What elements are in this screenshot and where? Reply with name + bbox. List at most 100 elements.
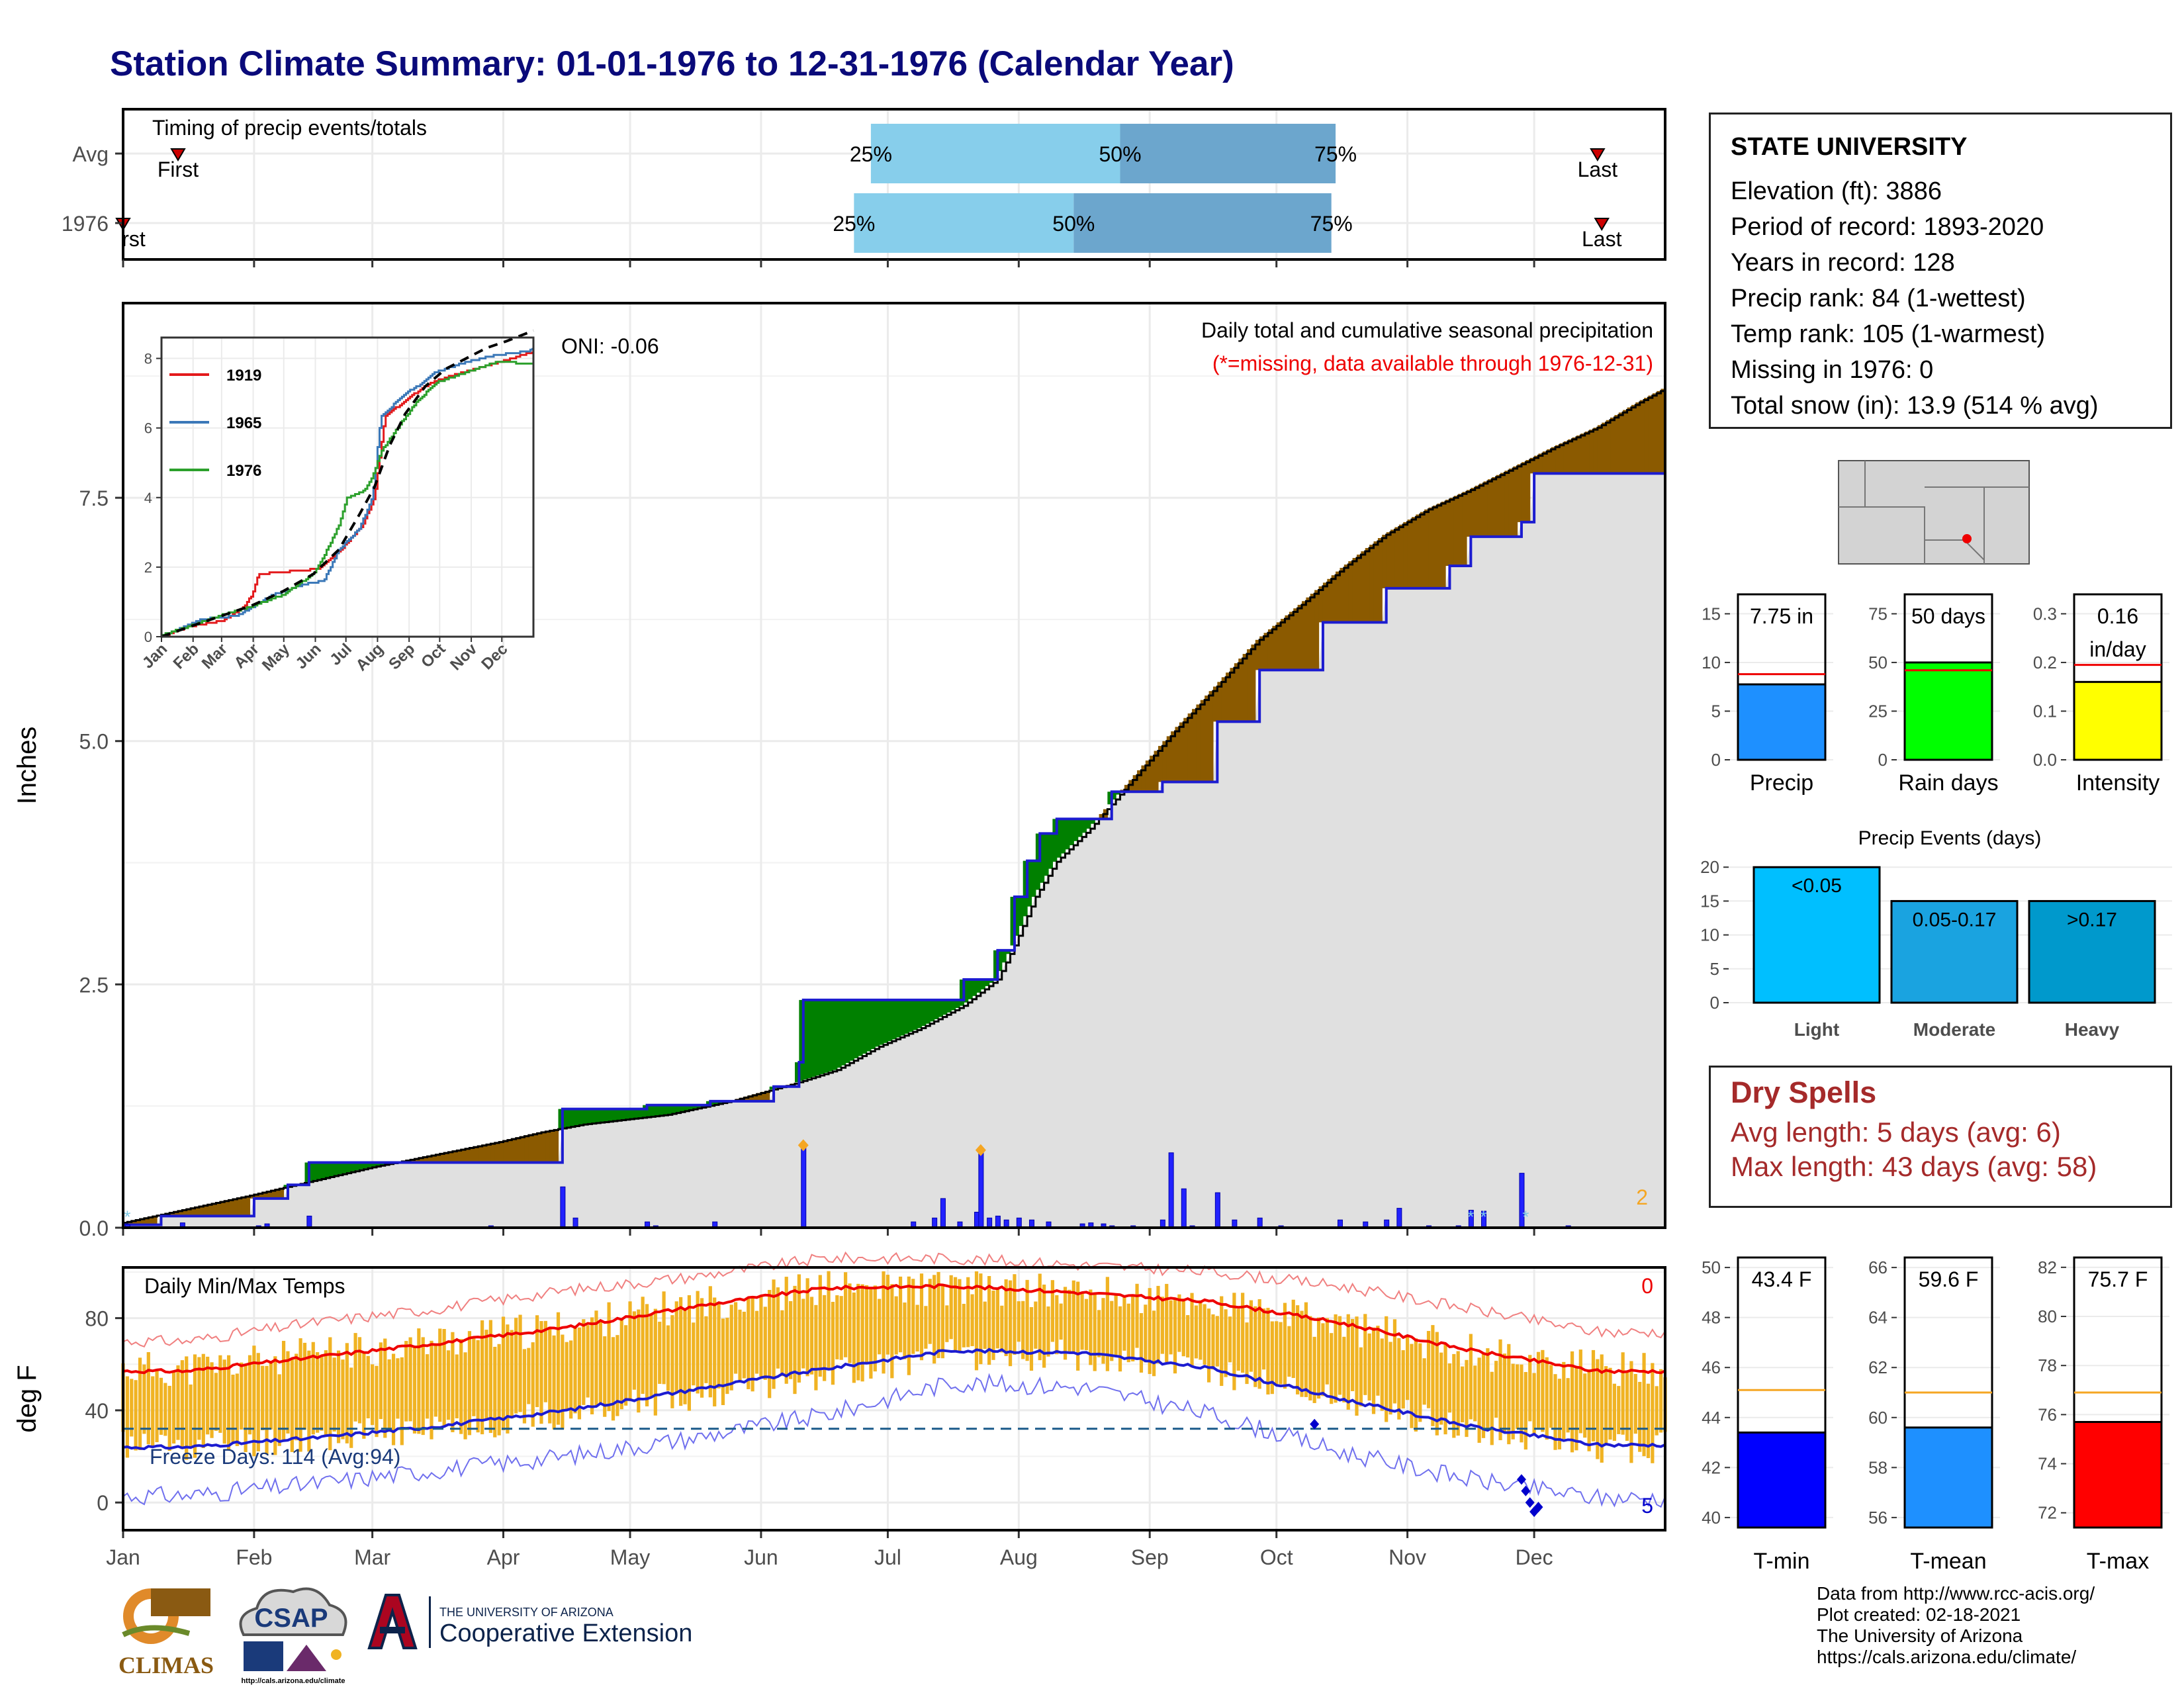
temp-daily-bar xyxy=(1439,1352,1443,1425)
inset-legend-label: 1976 xyxy=(226,462,261,480)
precip-daily-bar xyxy=(1016,1217,1022,1228)
totals-precip-category-label: Precip xyxy=(1750,770,1813,796)
temp-daily-bar xyxy=(1186,1315,1190,1358)
temp-daily-bar xyxy=(582,1319,586,1405)
temp-daily-bar xyxy=(180,1360,184,1449)
precip-anomaly-ribbon xyxy=(1023,860,1028,917)
temp-daily-bar xyxy=(1169,1300,1173,1355)
temp-daily-bar xyxy=(256,1353,260,1451)
temp-daily-bar xyxy=(1139,1313,1144,1373)
temp-daily-bar xyxy=(417,1328,421,1434)
precip-anomaly-ribbon xyxy=(609,1109,614,1121)
temp-daily-bar xyxy=(940,1285,945,1359)
temp-daily-bar xyxy=(1330,1333,1334,1404)
temp-daily-bar xyxy=(754,1310,759,1374)
temp-daily-bar xyxy=(561,1334,565,1430)
precip-anomaly-ribbon xyxy=(1551,447,1556,474)
temp-daily-bar xyxy=(1093,1293,1097,1371)
temp-daily-bar xyxy=(430,1340,433,1440)
temp-daily-bar xyxy=(1401,1350,1405,1409)
precip-anomaly-ribbon xyxy=(1441,501,1446,588)
temp-mean-tmax-ytick-label: 72 xyxy=(2038,1503,2057,1523)
totals-precip-ytick-label: 0 xyxy=(1711,750,1721,770)
temp-daily-bar xyxy=(577,1327,582,1420)
temp-mean-tmax-bar xyxy=(2073,1421,2163,1529)
precip-anomaly-ribbon xyxy=(1424,509,1430,588)
temp-daily-bar xyxy=(1621,1352,1625,1435)
temp-daily-bar xyxy=(894,1296,898,1355)
temp-daily-bar xyxy=(1110,1301,1114,1361)
temp-daily-bar xyxy=(1435,1332,1439,1436)
precip-anomaly-ribbon xyxy=(1179,722,1184,782)
precip-max-marker xyxy=(975,1144,986,1156)
precip-anomaly-ribbon xyxy=(913,999,918,1030)
precip-anomaly-ribbon xyxy=(1293,608,1298,670)
timing-panel-border xyxy=(122,108,1666,261)
temp-daily-bar xyxy=(1257,1299,1261,1389)
precip-anomaly-ribbon xyxy=(588,1109,593,1124)
precip-anomaly-ribbon xyxy=(1073,819,1079,841)
temp-daily-bar xyxy=(987,1276,991,1365)
temp-daily-bar xyxy=(290,1358,294,1452)
precip-anomaly-ribbon xyxy=(887,999,893,1042)
inset-ytick-label: 2 xyxy=(144,559,152,576)
precip-anomaly-ribbon xyxy=(377,1162,381,1166)
temp-daily-bar xyxy=(1469,1334,1473,1420)
temp-daily-bar xyxy=(729,1304,733,1391)
temp-daily-bar xyxy=(222,1359,226,1444)
precip-anomaly-ribbon xyxy=(528,1134,533,1163)
precip-anomaly-ribbon xyxy=(1061,819,1066,854)
temp-xtick-label: Jun xyxy=(744,1545,778,1569)
temp-daily-bar xyxy=(1084,1299,1089,1351)
temp-mean-tmin-bar xyxy=(1737,1431,1827,1529)
temp-daily-bar xyxy=(1406,1337,1410,1400)
precip-anomaly-ribbon xyxy=(1212,686,1218,722)
precip-anomaly-ribbon xyxy=(651,1105,656,1117)
temp-daily-bar xyxy=(1397,1338,1401,1420)
temp-freeze-label: Freeze Days: 114 (Avg:94) xyxy=(150,1445,400,1469)
precip-anomaly-ribbon xyxy=(1610,417,1615,474)
temp-daily-bar xyxy=(125,1376,129,1458)
temp-daily-bar xyxy=(983,1301,987,1349)
totals-intensity-value-label2: in/day xyxy=(2089,637,2146,661)
precip-anomaly-ribbon xyxy=(1187,713,1193,782)
temp-mean-tmin-ytick-label: 42 xyxy=(1702,1457,1721,1477)
temp-daily-bar xyxy=(1270,1321,1274,1394)
precip-daily-bar xyxy=(1396,1208,1402,1228)
temp-daily-bar xyxy=(1101,1298,1105,1364)
precip-anomaly-ribbon xyxy=(879,999,884,1045)
precip-anomaly-ribbon xyxy=(448,1151,453,1163)
climas-logo: CLIMAS xyxy=(110,1582,222,1684)
temp-daily-bar xyxy=(818,1275,822,1377)
precip-anomaly-ribbon xyxy=(1065,819,1070,850)
precip-anomaly-ribbon xyxy=(308,1162,314,1181)
temp-record-low-marker xyxy=(1525,1497,1535,1508)
inset-border xyxy=(160,336,535,638)
temp-daily-bar xyxy=(1013,1274,1017,1355)
precip-anomaly-ribbon xyxy=(136,1219,141,1225)
temp-daily-bar xyxy=(459,1339,463,1434)
temp-daily-bar xyxy=(843,1272,848,1357)
precip-base-area xyxy=(123,472,1665,1228)
timing-last-marker xyxy=(1590,148,1606,161)
temp-daily-bar xyxy=(539,1321,543,1424)
temp-mean-tmax-ytick-label: 80 xyxy=(2038,1306,2057,1326)
precip-anomaly-ribbon xyxy=(342,1162,347,1173)
timing-last-label: Last xyxy=(1582,227,1622,251)
temp-ytick-label: 80 xyxy=(85,1307,109,1331)
temp-daily-bar xyxy=(1596,1359,1600,1459)
totals-intensity-outline xyxy=(2073,593,2163,761)
precip-anomaly-ribbon xyxy=(891,999,897,1040)
credit-line: Plot created: 02-18-2021 xyxy=(1817,1604,2021,1625)
precip-events-bar xyxy=(1890,899,2019,1004)
temp-daily-bar xyxy=(1587,1369,1591,1451)
temp-mean-tmin-category-label: T-min xyxy=(1754,1549,1810,1574)
precip-anomaly-ribbon xyxy=(841,999,846,1066)
temp-daily-bar xyxy=(248,1355,252,1435)
temp-daily-bar xyxy=(265,1365,269,1455)
precip-ytick-label: 5.0 xyxy=(79,730,109,754)
precip-anomaly-ribbon xyxy=(693,1105,698,1109)
temp-daily-bar xyxy=(226,1355,231,1450)
precip-anomaly-ribbon xyxy=(490,1142,496,1163)
precip-anomaly-ribbon xyxy=(604,1109,610,1122)
